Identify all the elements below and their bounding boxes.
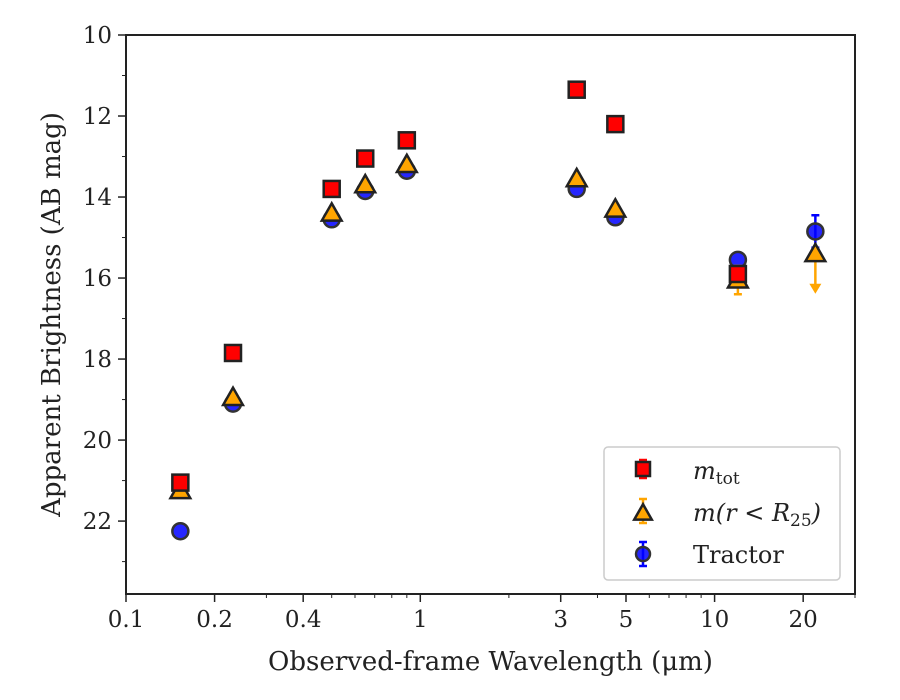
legend-label-tractor: Tractor: [693, 541, 784, 569]
y-tick-label: 14: [83, 185, 112, 211]
data-point: [319, 200, 344, 222]
data-point: [728, 264, 748, 284]
legend-marker-circle: [634, 545, 652, 563]
x-tick-label: 0.4: [285, 607, 322, 633]
y-tick-label: 18: [83, 347, 112, 373]
data-point: [322, 179, 341, 199]
data-point: [223, 343, 243, 363]
data-point: [806, 222, 825, 241]
data-point: [564, 166, 589, 188]
upper-limit-arrowhead: [809, 283, 822, 294]
legend-marker-square: [634, 460, 652, 478]
y-axis-title: Apparent Brightness (AB mag): [37, 112, 67, 518]
legend-box: [603, 446, 841, 581]
data-point: [397, 131, 417, 150]
x-tick-label: 1: [413, 607, 428, 633]
data-point: [220, 385, 246, 407]
data-point: [355, 149, 375, 168]
plot-frame: [125, 34, 856, 595]
y-tick-label: 10: [83, 23, 112, 49]
legend-label-mtot: mtot: [693, 457, 740, 489]
y-tick-label: 12: [83, 104, 112, 130]
legend-label-mr25: m(r < R25): [693, 499, 821, 531]
data-point: [803, 241, 828, 263]
x-tick-label: 20: [789, 607, 818, 633]
x-tick-label: 0.2: [196, 607, 233, 633]
plot-area: [168, 80, 828, 541]
x-axis-title: Observed-frame Wavelength (μm): [268, 647, 713, 677]
x-tick-label: 0.1: [108, 607, 145, 633]
axes: 0.1 0.2 0.4 1 3 5 10 20 10 12 14 16 18 20 22 Observed-f…: [37, 23, 856, 677]
legend: mtot m(r < R25) Tractor: [603, 446, 841, 581]
x-tick-label: 5: [619, 607, 634, 633]
data-point: [394, 152, 419, 174]
y-tick-label: 22: [83, 509, 112, 535]
data-point: [567, 80, 586, 99]
y-tick-label: 16: [83, 266, 112, 292]
data-point: [353, 172, 378, 194]
data-point: [603, 196, 628, 218]
legend-marker-triangle: [632, 501, 654, 521]
data-point: [606, 114, 625, 134]
x-tick-label: 3: [553, 607, 568, 633]
data-point: [171, 521, 190, 541]
data-point: [171, 473, 190, 492]
x-tick-label: 10: [700, 607, 729, 633]
y-tick-label: 20: [83, 428, 112, 454]
